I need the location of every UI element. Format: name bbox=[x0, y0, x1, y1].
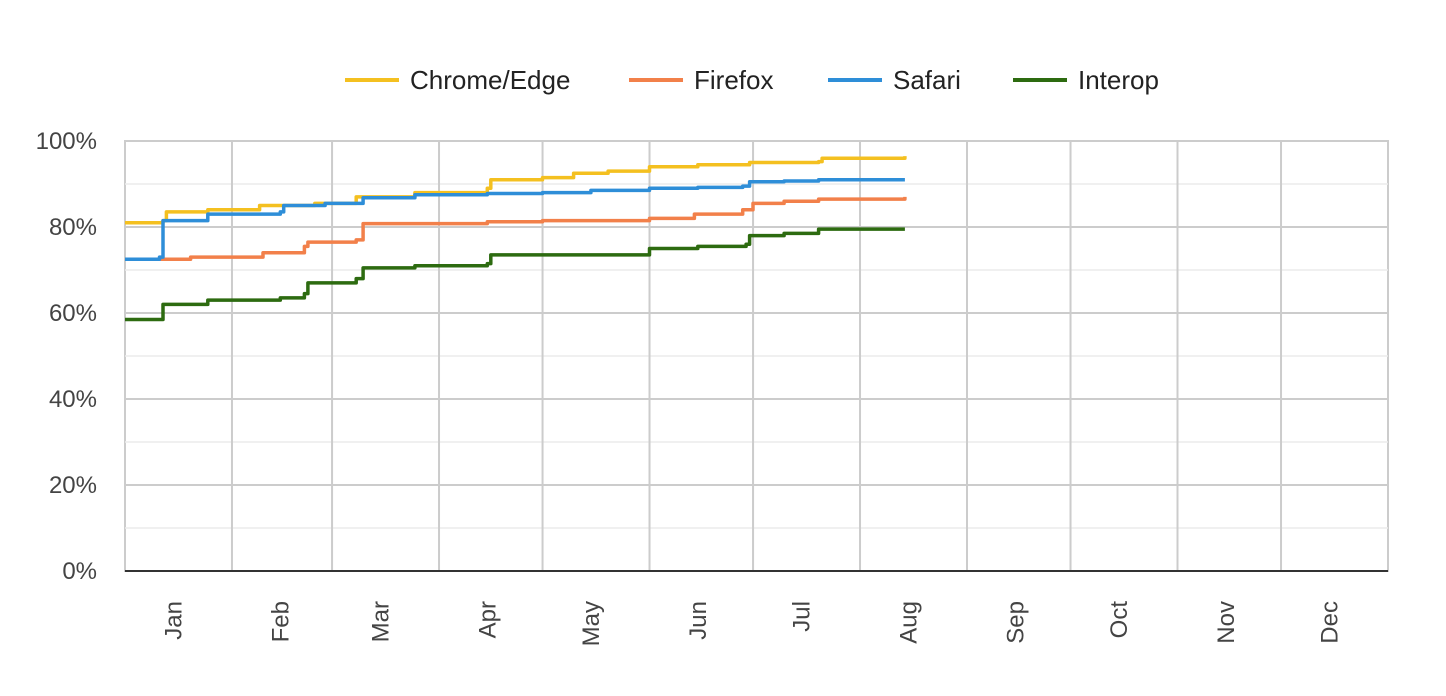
legend-item-label: Safari bbox=[893, 65, 961, 95]
series-line bbox=[125, 196, 907, 262]
y-tick-label: 20% bbox=[49, 472, 97, 499]
x-tick-label: Dec bbox=[1316, 601, 1343, 644]
legend-item-label: Interop bbox=[1078, 65, 1159, 95]
chart-series bbox=[125, 156, 907, 322]
x-tick-label: Aug bbox=[895, 601, 922, 644]
x-tick-label: Apr bbox=[474, 601, 501, 638]
x-tick-label: Feb bbox=[267, 601, 294, 642]
x-axis: Jan Feb Mar Apr May Jun Jul Aug Sep Oct Nov Dec bbox=[160, 601, 1343, 647]
series-line bbox=[125, 177, 905, 262]
series-line bbox=[125, 227, 905, 322]
x-tick-label: Mar bbox=[367, 601, 394, 642]
x-tick-label: Sep bbox=[1002, 601, 1029, 644]
legend-item-label: Chrome/Edge bbox=[410, 65, 570, 95]
y-tick-label: 80% bbox=[49, 214, 97, 241]
legend: Chrome/Edge Firefox Safari Interop bbox=[345, 65, 1159, 95]
series-line bbox=[125, 156, 907, 225]
y-axis: 0% 20% 40% 60% 80% 100% bbox=[36, 128, 97, 585]
y-tick-label: 60% bbox=[49, 300, 97, 327]
y-tick-label: 40% bbox=[49, 386, 97, 413]
x-tick-label: Oct bbox=[1106, 601, 1133, 639]
x-tick-label: Jul bbox=[788, 601, 815, 632]
x-tick-label: May bbox=[578, 601, 605, 646]
legend-item-label: Firefox bbox=[694, 65, 773, 95]
x-tick-label: Jun bbox=[685, 601, 712, 640]
x-tick-label: Jan bbox=[160, 601, 187, 640]
y-tick-label: 0% bbox=[62, 558, 97, 585]
x-tick-label: Nov bbox=[1213, 601, 1240, 644]
y-tick-label: 100% bbox=[36, 128, 97, 155]
chart-grid bbox=[124, 140, 1389, 572]
